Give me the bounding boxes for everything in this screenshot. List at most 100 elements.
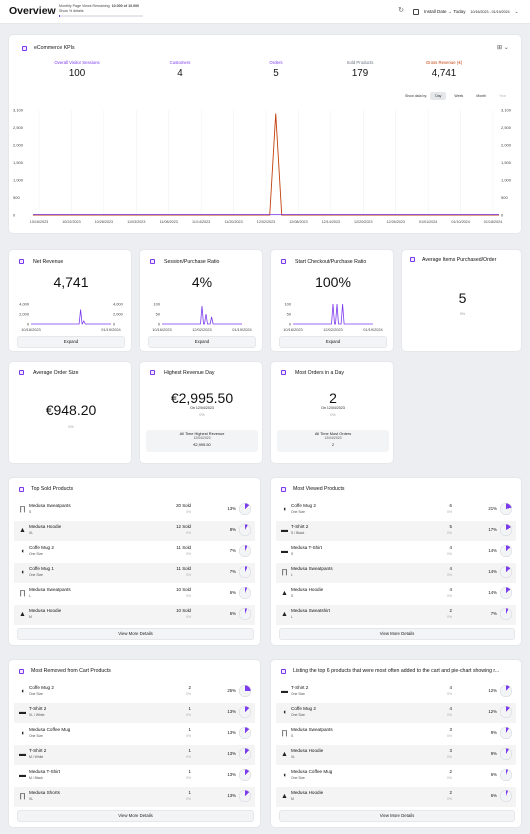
kpi-label: Gross Revenue (€) xyxy=(425,60,463,65)
x-tick-label: 01/01/2024 xyxy=(419,220,437,224)
grid-toggle-icon[interactable]: ⊞ ⌄ xyxy=(497,45,509,51)
product-change: 0% xyxy=(186,573,191,577)
checkbox-icon[interactable] xyxy=(150,259,155,264)
checkbox-icon[interactable] xyxy=(150,370,155,375)
product-percent: 13% xyxy=(227,730,236,735)
checkbox-icon[interactable] xyxy=(281,487,286,492)
checkbox-icon[interactable] xyxy=(410,257,415,262)
pie-chart xyxy=(239,790,251,802)
x-tick-label: 10/16/2023 xyxy=(21,327,40,332)
net-revenue-value: 4,741 xyxy=(53,274,89,290)
product-name: Coffe Mug 2 xyxy=(291,503,316,508)
top-added-products-card: Listing the top 6 products that were mos… xyxy=(270,659,522,828)
show-data-label: Show data by: xyxy=(405,94,428,98)
x-tick-label: 01/19/2024 xyxy=(363,327,383,332)
product-count: 6 xyxy=(449,503,452,508)
product-percent: 17% xyxy=(488,527,497,532)
checkbox-icon[interactable] xyxy=(22,46,27,51)
list-item: ▬ T-Shirt 2 XL / White 1 0% 13% xyxy=(14,703,255,723)
hoodie-icon: ▲ xyxy=(281,590,288,597)
refresh-icon[interactable]: ↻ xyxy=(398,7,404,14)
all-time-label: All Time Highest Revenue xyxy=(179,431,225,436)
product-change: 0% xyxy=(186,755,191,759)
product-count: 1 xyxy=(188,727,191,732)
date-range-dates: 10/16/2023 - 01/19/2024 xyxy=(470,9,510,14)
pie-chart xyxy=(500,608,512,620)
checkbox-icon[interactable] xyxy=(19,669,24,674)
page-views-link[interactable]: Show % details xyxy=(59,8,84,13)
product-name: Medusa T-Shirt xyxy=(29,769,61,774)
checkbox-icon[interactable] xyxy=(281,259,286,264)
shorts-icon: ∏ xyxy=(19,793,26,800)
tab-year[interactable]: Year xyxy=(499,94,507,98)
expand-button[interactable]: Expand xyxy=(148,336,256,348)
checkout-ratio-line xyxy=(293,303,373,325)
product-change: 0% xyxy=(186,734,191,738)
expand-button[interactable]: Expand xyxy=(279,336,387,348)
y-tick-label-right: 1,500 xyxy=(501,160,512,165)
product-count: 5 xyxy=(449,524,452,529)
kpi-item: Customers 4 xyxy=(145,60,215,79)
list-item: ▲ Medusa Hoodie S 4 0% 14% xyxy=(276,584,516,604)
x-tick-label: 11/14/2023 xyxy=(192,220,210,224)
mug-icon: ◖ xyxy=(20,688,25,695)
checkbox-icon[interactable] xyxy=(281,370,286,375)
product-percent: 6% xyxy=(490,793,497,798)
product-name: T-Shirt 2 xyxy=(291,685,309,690)
tab-week[interactable]: Week xyxy=(454,94,464,98)
expand-button[interactable]: Expand xyxy=(17,336,125,348)
card-title: Session/Purchase Ratio xyxy=(164,259,220,265)
checkout-ratio-value: 100% xyxy=(315,274,351,290)
date-range-label: Install Date → Today xyxy=(424,9,466,14)
checkout-purchase-card: Start Checkout/Purchase Ratio 100% 100 50… xyxy=(270,249,394,352)
product-name: Medusa Hoodie xyxy=(29,608,62,613)
date-range-selector[interactable]: Install Date → Today 10/16/2023 - 01/19/… xyxy=(413,6,518,17)
product-change: 0% xyxy=(186,510,191,514)
product-variant: M xyxy=(29,615,32,619)
checkbox-icon[interactable] xyxy=(19,487,24,492)
list-item: ∏ Medusa Sweatpants S 3 0% 9% xyxy=(276,724,516,744)
tab-month[interactable]: Month xyxy=(476,94,487,98)
product-variant: XL xyxy=(291,755,296,759)
most-removed-products-card: Most Removed from Cart Products ◖ Coffe Mu… xyxy=(8,659,261,828)
all-time-most-orders-box: All Time Most Orders 12/04/2023 2 xyxy=(277,430,389,452)
tab-day[interactable]: Day xyxy=(430,92,447,100)
card-title: eCommerce KPIs xyxy=(34,45,75,51)
y-tick-label-left: 2,000 xyxy=(13,143,24,148)
list-item: ◖ Coffe Mug 2 One Size 2 0% 25% xyxy=(14,682,255,702)
y-tick-label: 4,000 xyxy=(19,302,30,307)
product-percent: 13% xyxy=(227,751,236,756)
y-tick-label-left: 1,500 xyxy=(13,160,24,165)
tshirt-icon: ▬ xyxy=(19,751,26,758)
calendar-icon xyxy=(413,8,419,15)
y-tick-label: 0 xyxy=(27,322,30,327)
view-more-button[interactable]: View More Details xyxy=(17,628,254,640)
all-time-date: 12/04/2023 xyxy=(193,436,211,441)
x-tick-label: 10/16/2023 xyxy=(283,327,302,332)
product-name: Medusa Sweatpants xyxy=(291,566,333,571)
view-more-button[interactable]: View More Details xyxy=(279,810,515,822)
view-more-button[interactable]: View More Details xyxy=(17,810,254,822)
mug-icon: ◖ xyxy=(20,730,25,737)
y-tick-label: 100 xyxy=(154,302,161,307)
checkbox-icon[interactable] xyxy=(19,370,24,375)
x-tick-label: 01/19/2024 xyxy=(232,327,252,332)
view-more-button[interactable]: View More Details xyxy=(279,628,515,640)
product-variant: XL xyxy=(29,797,34,801)
x-tick-label: 11/03/2023 xyxy=(127,220,145,224)
card-title: Most Removed from Cart Products xyxy=(31,668,111,674)
product-count: 10 Sold xyxy=(176,608,191,613)
list-item: ▲ Medusa Sweatshirt L 2 0% 7% xyxy=(276,605,516,625)
product-name: Coffe Mug 2 xyxy=(29,685,54,690)
checkbox-icon[interactable] xyxy=(19,259,24,264)
ecommerce-kpis-card: eCommerce KPIs ⊞ ⌄ Overall Visitor Sessi… xyxy=(8,34,522,234)
product-name: Medusa Hoodie xyxy=(291,790,324,795)
y-tick-label-right: 3,100 xyxy=(501,108,512,113)
checkbox-icon[interactable] xyxy=(281,669,286,674)
tshirt-icon: ▬ xyxy=(281,527,288,534)
all-time-label: All Time Most Orders xyxy=(314,431,352,436)
product-change: 0% xyxy=(447,713,452,717)
pants-icon: ∏ xyxy=(281,730,288,737)
session-ratio-value: 4% xyxy=(191,274,213,290)
session-ratio-line xyxy=(162,305,242,325)
